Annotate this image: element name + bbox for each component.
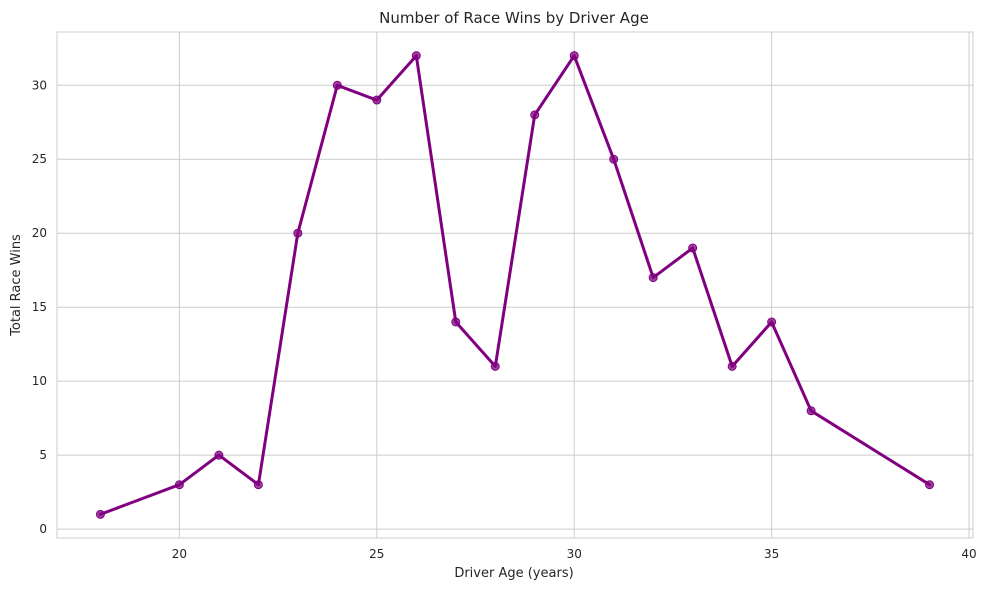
data-point xyxy=(174,480,184,490)
axes-frame xyxy=(56,31,974,539)
data-point xyxy=(214,450,224,460)
data-point xyxy=(332,80,342,90)
x-axis-label: Driver Age (years) xyxy=(454,566,573,581)
y-tick-label: 0 xyxy=(39,522,47,536)
y-tick-label: 30 xyxy=(32,78,47,92)
data-point xyxy=(688,243,698,253)
data-point xyxy=(451,317,461,327)
data-point xyxy=(925,480,935,490)
y-tick-label: 20 xyxy=(32,226,47,240)
data-point xyxy=(727,361,737,371)
gridlines xyxy=(57,32,973,538)
y-tick-label: 5 xyxy=(39,448,47,462)
data-point xyxy=(806,406,816,416)
x-tick-label: 20 xyxy=(172,547,187,561)
y-tick-label: 15 xyxy=(32,300,47,314)
data-point xyxy=(372,95,382,105)
data-point xyxy=(530,110,540,120)
y-tick-label: 25 xyxy=(32,152,47,166)
data-point xyxy=(95,509,105,519)
data-point xyxy=(648,273,658,283)
tick-labels: 20 25 30 35 40 0 5 10 15 20 25 30 xyxy=(32,78,977,561)
x-tick-label: 30 xyxy=(567,547,582,561)
data-series xyxy=(95,51,935,519)
data-point xyxy=(767,317,777,327)
chart-title: Number of Race Wins by Driver Age xyxy=(379,9,649,27)
data-point xyxy=(253,480,263,490)
data-point xyxy=(569,51,579,61)
x-tick-label: 40 xyxy=(961,547,976,561)
x-tick-label: 25 xyxy=(369,547,384,561)
data-point xyxy=(609,154,619,164)
data-point xyxy=(411,51,421,61)
x-tick-label: 35 xyxy=(764,547,779,561)
y-tick-label: 10 xyxy=(32,374,47,388)
data-point xyxy=(293,228,303,238)
y-axis-label: Total Race Wins xyxy=(9,234,24,337)
data-point xyxy=(490,361,500,371)
